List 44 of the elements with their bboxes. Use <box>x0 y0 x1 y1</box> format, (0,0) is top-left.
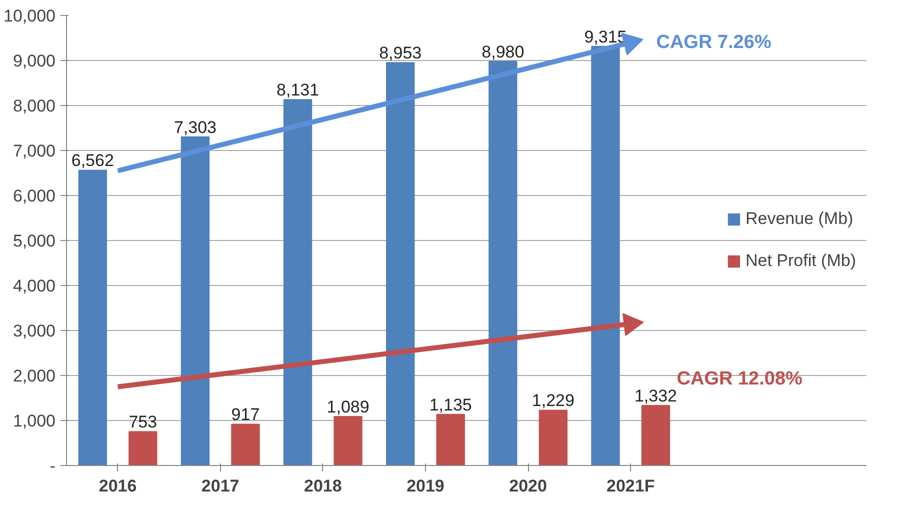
bar <box>386 62 415 466</box>
bar <box>334 416 362 466</box>
y-tick-label: 3,000 <box>12 322 56 340</box>
data-label: 1,332 <box>634 386 678 406</box>
legend-label: Net Profit (Mb) <box>745 251 856 271</box>
bar <box>78 170 107 466</box>
y-tick-label: 7,000 <box>12 142 56 160</box>
data-label: 8,980 <box>482 42 524 62</box>
data-label: 6,562 <box>71 151 114 170</box>
x-tick-label: 2020 <box>509 476 547 496</box>
bar <box>180 136 210 466</box>
y-tick-label: 5,000 <box>12 232 56 250</box>
data-label: 1,135 <box>429 395 472 414</box>
data-label: 1,229 <box>532 391 574 410</box>
data-label: 8,953 <box>379 44 422 63</box>
y-tick-label: 9,000 <box>12 52 56 70</box>
bar <box>436 414 465 466</box>
y-tick-label: - <box>50 456 56 476</box>
y-tick-label: 10,000 <box>4 6 56 26</box>
data-label: 7,303 <box>174 118 216 137</box>
x-tick-label: 2021F <box>606 476 655 496</box>
x-tick-label: 2019 <box>406 476 444 496</box>
data-label: 753 <box>128 412 158 432</box>
y-tick-label: 8,000 <box>12 96 56 116</box>
bar <box>591 46 620 466</box>
y-tick-label: 2,000 <box>12 366 56 386</box>
bar <box>488 60 518 466</box>
y-tick-label: 4,000 <box>12 276 56 296</box>
bar <box>641 405 670 466</box>
bar <box>231 424 260 466</box>
annotation: CAGR 7.26% <box>656 32 772 53</box>
x-tick-label: 2017 <box>201 476 240 496</box>
bar <box>538 410 568 466</box>
y-tick-label: 1,000 <box>12 412 56 430</box>
x-tick-label: 2018 <box>304 476 342 496</box>
bar <box>283 99 312 466</box>
x-tick-label: 2016 <box>98 476 137 496</box>
data-label: 1,089 <box>326 397 370 416</box>
data-label: 8,131 <box>276 80 320 100</box>
data-label: 917 <box>231 405 260 424</box>
bar <box>128 431 158 466</box>
y-tick-label: 6,000 <box>12 186 56 206</box>
annotation: CAGR 12.08% <box>676 368 803 390</box>
legend-label: Revenue (Mb) <box>745 209 854 229</box>
